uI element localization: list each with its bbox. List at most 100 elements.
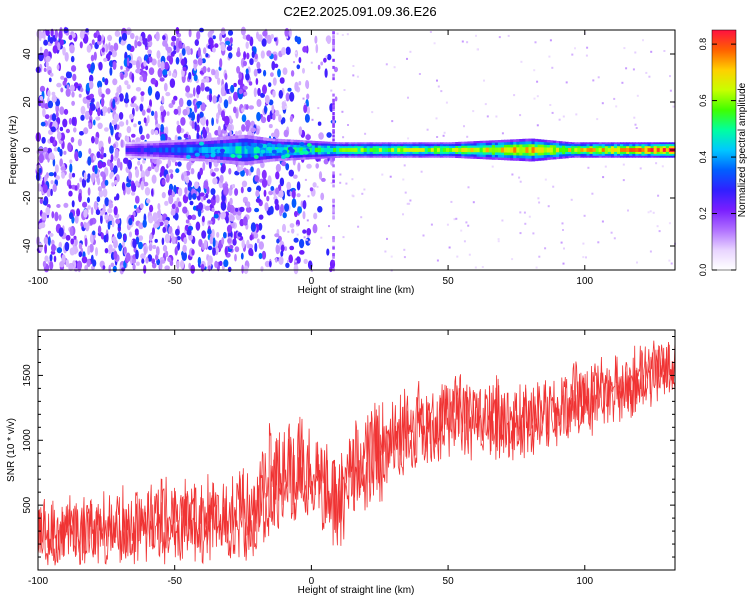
- noise-cell: [197, 208, 202, 217]
- noise-cell: [212, 194, 216, 201]
- noise-cell: [276, 238, 280, 244]
- spectrogram-signal-band: [125, 134, 676, 166]
- noise-cell: [571, 53, 574, 56]
- band-cell: [598, 148, 603, 152]
- noise-cell: [143, 117, 147, 124]
- band-cell: [501, 147, 505, 153]
- noise-cell: [176, 124, 182, 134]
- noise-cell: [294, 52, 297, 54]
- noise-cell: [551, 66, 554, 69]
- noise-cell: [95, 247, 98, 257]
- noise-cell: [228, 52, 233, 59]
- noise-cell: [217, 125, 221, 135]
- band-cell: [626, 148, 630, 152]
- noise-cell: [560, 241, 563, 244]
- noise-cell: [261, 250, 267, 260]
- noise-cell: [56, 82, 62, 88]
- noise-cell: [241, 124, 246, 132]
- noise-cell: [181, 251, 187, 261]
- noise-cell: [36, 29, 42, 39]
- noise-cell: [69, 44, 75, 54]
- noise-cell: [538, 255, 541, 258]
- noise-cell: [669, 89, 672, 92]
- noise-cell: [284, 246, 288, 252]
- noise-cell: [351, 178, 354, 181]
- noise-cell: [658, 230, 661, 233]
- noise-cell: [672, 105, 675, 108]
- noise-cell: [655, 162, 658, 165]
- band-blob: [210, 153, 216, 158]
- noise-cell: [113, 206, 118, 216]
- noise-cell: [303, 258, 308, 264]
- band-cell: [226, 146, 230, 154]
- noise-cell: [45, 29, 50, 37]
- band-blob: [262, 144, 267, 148]
- noise-cell: [48, 172, 55, 177]
- noise-cell: [260, 92, 265, 98]
- noise-cell: [101, 34, 104, 41]
- noise-cell: [78, 150, 83, 159]
- noise-cell: [157, 203, 161, 210]
- noise-cell: [345, 182, 348, 185]
- noise-cell: [70, 136, 75, 143]
- noise-cell: [93, 51, 97, 61]
- noise-cell: [202, 126, 206, 137]
- noise-cell: [188, 233, 194, 241]
- noise-cell: [90, 103, 96, 111]
- noise-cell: [181, 48, 186, 56]
- noise-cell: [385, 63, 388, 66]
- noise-cell: [118, 112, 124, 120]
- noise-cell: [83, 127, 89, 135]
- band-blob: [237, 154, 242, 159]
- noise-cell: [118, 121, 125, 127]
- noise-cell: [79, 41, 83, 49]
- noise-cell: [191, 111, 195, 121]
- noise-cell: [89, 218, 94, 226]
- noise-cell: [351, 194, 354, 197]
- noise-cell: [190, 48, 193, 55]
- noise-cell: [293, 61, 295, 64]
- noise-cell: [285, 92, 290, 102]
- noise-cell: [155, 91, 160, 100]
- noise-cell: [111, 236, 117, 243]
- noise-cell: [175, 206, 179, 214]
- noise-cell: [436, 136, 439, 138]
- band-cell: [436, 148, 441, 152]
- noise-cell: [544, 247, 547, 250]
- noise-cell: [291, 228, 295, 234]
- noise-cell: [98, 189, 104, 198]
- noise-cell: [42, 108, 46, 118]
- band-blob: [199, 141, 204, 146]
- band-cell: [198, 147, 203, 153]
- noise-cell: [132, 183, 137, 192]
- noise-cell: [407, 96, 409, 99]
- noise-cell: [278, 89, 283, 99]
- noise-cell: [142, 219, 147, 228]
- noise-cell: [266, 114, 271, 123]
- noise-cell: [448, 246, 451, 249]
- band-cell: [540, 147, 545, 153]
- noise-cell: [111, 182, 115, 187]
- noise-cell: [307, 195, 310, 198]
- noise-cell: [433, 42, 436, 45]
- noise-cell: [110, 262, 115, 268]
- noise-cell: [49, 232, 54, 237]
- noise-cell: [99, 153, 104, 160]
- noise-cell: [187, 214, 192, 220]
- band-cell: [638, 148, 643, 152]
- noise-cell: [154, 129, 159, 136]
- noise-cell: [332, 253, 335, 257]
- band-cell: [595, 148, 600, 152]
- noise-cell: [210, 188, 216, 196]
- noise-cell: [409, 199, 412, 202]
- noise-cell: [81, 178, 87, 188]
- noise-cell: [211, 172, 216, 177]
- noise-cell: [110, 125, 114, 136]
- noise-cell: [240, 186, 244, 194]
- noise-cell: [297, 162, 301, 172]
- noise-cell: [257, 87, 261, 97]
- noise-cell: [113, 113, 120, 123]
- noise-cell: [582, 256, 585, 259]
- noise-cell: [284, 100, 287, 103]
- noise-cell: [124, 135, 128, 142]
